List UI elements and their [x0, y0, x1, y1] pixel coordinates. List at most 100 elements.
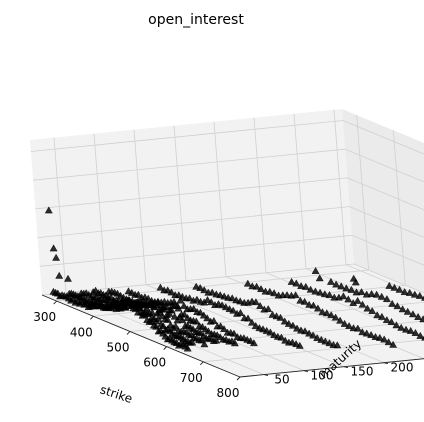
data-point	[277, 333, 286, 341]
y-tick-mark	[263, 374, 269, 377]
data-point	[180, 310, 189, 318]
data-point	[415, 291, 424, 299]
data-point	[332, 280, 341, 288]
data-point	[251, 321, 260, 329]
data-point	[252, 282, 261, 290]
data-point	[256, 301, 265, 309]
x-grid-wall	[392, 130, 406, 286]
data-point	[266, 328, 275, 336]
data-point	[351, 278, 360, 286]
data-point	[212, 336, 221, 344]
data-point	[171, 322, 180, 330]
data-point	[281, 336, 290, 344]
x-tick-label: 600	[143, 356, 166, 370]
chart-title: open_interest	[148, 12, 244, 28]
data-point	[305, 329, 314, 337]
data-point	[108, 302, 116, 309]
data-point	[403, 307, 412, 315]
data-point	[55, 271, 64, 279]
data-point	[387, 317, 396, 325]
z-grid-back	[344, 148, 424, 183]
data-point	[150, 303, 159, 311]
data-point	[196, 283, 205, 291]
data-point	[363, 304, 372, 312]
data-point	[243, 279, 252, 287]
data-point	[331, 313, 340, 321]
data-point	[311, 266, 320, 274]
data-point	[197, 336, 206, 344]
data-point	[216, 322, 225, 330]
y-tick-label: 100	[311, 369, 334, 383]
data-point	[183, 344, 192, 352]
data-point	[203, 314, 212, 322]
data-point	[176, 296, 185, 304]
data-point	[159, 321, 168, 329]
data-point	[283, 291, 291, 298]
data-point	[397, 323, 406, 331]
data-point	[377, 312, 386, 320]
data-point	[220, 325, 228, 332]
data-point	[291, 291, 300, 299]
data-point	[402, 325, 410, 333]
data-point	[295, 341, 304, 349]
x-tick-label: 400	[70, 325, 93, 339]
data-point	[316, 288, 325, 296]
data-point	[419, 315, 424, 323]
data-point	[251, 298, 260, 306]
data-point	[154, 314, 163, 322]
data-point	[178, 316, 187, 324]
x-tick-mark	[200, 361, 204, 366]
data-point	[268, 310, 277, 318]
data-point	[416, 331, 424, 339]
data-point	[388, 299, 397, 307]
data-point	[145, 300, 154, 308]
data-point	[301, 282, 310, 290]
y-tick-label: 200	[391, 361, 414, 375]
data-point	[301, 327, 309, 335]
data-point	[196, 308, 205, 316]
x-grid-wall	[356, 115, 370, 271]
y-tick-label: 150	[351, 365, 374, 379]
data-point	[342, 284, 351, 292]
data-point	[152, 322, 161, 330]
data-point	[392, 321, 401, 329]
data-point	[155, 308, 164, 316]
data-point	[333, 341, 342, 349]
data-point	[313, 334, 322, 341]
data-point	[209, 316, 218, 324]
data-point	[339, 292, 348, 300]
y-grid-floor	[145, 284, 345, 368]
data-point	[126, 298, 135, 306]
z-grid-back	[353, 263, 424, 294]
data-point	[367, 330, 376, 338]
y-grid-wall	[253, 117, 267, 273]
data-point	[325, 339, 334, 347]
data-point	[272, 312, 281, 320]
z-grid-back	[342, 120, 424, 155]
data-point	[293, 324, 301, 332]
y-tick-label: 50	[274, 373, 289, 387]
data-point	[421, 335, 424, 341]
data-point	[345, 322, 354, 329]
data-point	[309, 331, 318, 339]
data-point	[398, 305, 407, 313]
data-point	[276, 313, 285, 321]
data-point	[249, 339, 258, 347]
data-point	[292, 279, 301, 287]
axis-lines	[41, 294, 424, 378]
z-grid-back	[351, 234, 424, 266]
data-point	[185, 294, 194, 302]
y-tick-mark	[343, 366, 349, 369]
data-point	[297, 282, 306, 289]
data-point	[160, 305, 169, 313]
data-point	[284, 319, 293, 327]
x-tick-label: 300	[33, 310, 56, 324]
x-tick-mark	[163, 346, 167, 350]
data-point	[44, 206, 53, 214]
data-point	[288, 321, 297, 329]
data-point	[405, 288, 414, 296]
data-point	[347, 285, 356, 293]
data-point	[203, 295, 212, 303]
data-point	[265, 287, 274, 295]
data-point	[352, 288, 361, 296]
